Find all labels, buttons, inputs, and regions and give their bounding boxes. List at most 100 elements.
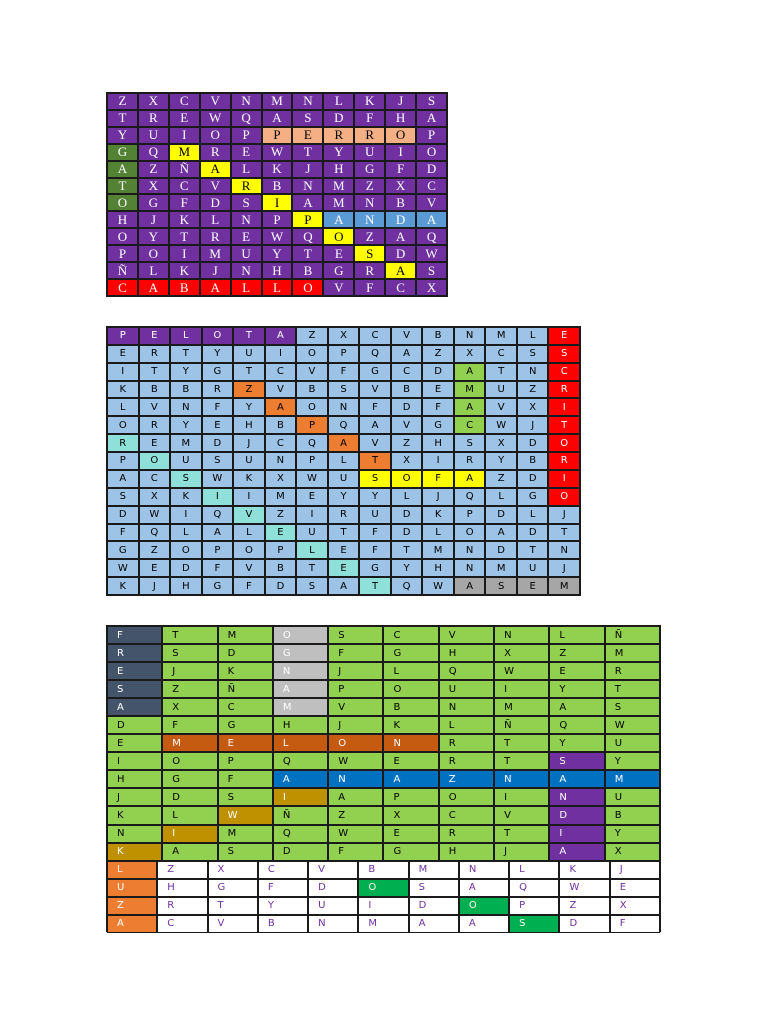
puzzle-3-cell: Z <box>162 680 218 699</box>
puzzle-3-cell: O <box>383 680 439 699</box>
puzzle-3-cell: R <box>604 662 660 681</box>
puzzle-3-cell: Q <box>272 824 329 843</box>
puzzle-3-cell: S <box>217 788 273 807</box>
puzzle-2-cell: E <box>516 577 549 595</box>
puzzle-1-cell: R <box>230 177 262 195</box>
puzzle-2-cell: T <box>485 362 517 381</box>
puzzle-3-cell: Q <box>549 716 605 735</box>
puzzle-2-cell: N <box>170 398 202 417</box>
puzzle-2-cell: A <box>264 398 297 417</box>
puzzle-3-cell: V <box>328 698 384 717</box>
puzzle-2-cell: S <box>359 469 391 488</box>
puzzle-3-cell: N <box>494 626 550 645</box>
puzzle-2-cell: R <box>453 452 486 470</box>
puzzle-2-cell: A <box>453 577 486 595</box>
puzzle-3-cell: R <box>157 896 208 915</box>
puzzle-3-cell: V <box>438 626 495 645</box>
puzzle-3-cell: Y <box>604 824 660 843</box>
puzzle-3-cell: S <box>549 752 605 771</box>
puzzle-1-cell: D <box>416 160 447 178</box>
puzzle-3-cell: P <box>509 896 560 915</box>
puzzle-1-cell: X <box>137 93 169 110</box>
puzzle-3-cell: R <box>438 752 495 771</box>
puzzle-2-cell: O <box>453 523 486 542</box>
puzzle-3-cell: A <box>458 878 510 897</box>
puzzle-3-cell: A <box>549 842 605 861</box>
puzzle-3-cell: O <box>438 788 495 807</box>
puzzle-3-cell: J <box>494 842 550 861</box>
puzzle-1-cell: K <box>168 262 200 280</box>
puzzle-2-cell: A <box>327 577 360 595</box>
puzzle-1-cell: R <box>323 126 355 144</box>
puzzle-1-cell: R <box>199 143 231 161</box>
puzzle-3-cell: X <box>383 806 439 825</box>
puzzle-1-cell: N <box>292 93 324 110</box>
puzzle-3-cell: W <box>217 806 273 825</box>
puzzle-2-cell: W <box>201 469 234 488</box>
puzzle-3-cell: D <box>408 896 459 915</box>
puzzle-1-cell: F <box>354 109 386 127</box>
puzzle-2-cell: Y <box>359 487 391 506</box>
puzzle-1-cell: D <box>199 194 231 212</box>
puzzle-1-cell: A <box>385 228 417 246</box>
puzzle-3-cell: N <box>272 662 329 681</box>
puzzle-3-cell: B <box>383 698 439 717</box>
puzzle-2-cell: O <box>296 344 328 363</box>
puzzle-2-cell: D <box>390 523 423 542</box>
puzzle-3-cell: D <box>559 914 610 933</box>
puzzle-2-cell: L <box>516 327 549 345</box>
puzzle-2-cell: U <box>170 452 202 470</box>
puzzle-3-cell: A <box>328 788 384 807</box>
puzzle-3-cell: B <box>358 860 409 879</box>
puzzle-2-cell: L <box>107 398 139 417</box>
puzzle-1-cell: C <box>168 93 200 110</box>
puzzle-1-cell: A <box>292 194 324 212</box>
puzzle-2-cell: L <box>422 523 454 542</box>
puzzle-3-cell: F <box>328 644 384 663</box>
puzzle-1-cell: X <box>385 177 417 195</box>
puzzle-3-cell: K <box>217 662 273 681</box>
puzzle-1-cell: H <box>107 211 138 229</box>
puzzle-3-cell: T <box>207 896 258 915</box>
puzzle-3-cell: A <box>272 770 329 789</box>
puzzle-3-cell: C <box>257 860 309 879</box>
puzzle-3-cell: Ñ <box>217 680 273 699</box>
puzzle-3-cell: J <box>328 716 384 735</box>
puzzle-2-cell: A <box>327 434 360 453</box>
puzzle-1-cell: P <box>292 211 324 229</box>
puzzle-2-cell: I <box>296 505 328 524</box>
puzzle-3-cell: A <box>408 914 459 933</box>
puzzle-2-cell: I <box>422 452 454 470</box>
puzzle-2-cell: S <box>327 380 360 399</box>
puzzle-1-cell: R <box>354 262 386 280</box>
puzzle-2-cell: D <box>485 505 517 524</box>
puzzle-3-cell: Ñ <box>494 716 550 735</box>
puzzle-2-cell: A <box>359 416 391 435</box>
puzzle-3-cell: Y <box>549 734 605 753</box>
puzzle-2-cell: D <box>170 559 202 578</box>
puzzle-1-cell: W <box>199 109 231 127</box>
puzzle-3-cell: F <box>609 914 660 933</box>
puzzle-1-cell: H <box>261 262 293 280</box>
puzzle-2-cell: U <box>233 344 265 363</box>
puzzle-2-cell: E <box>138 559 171 578</box>
puzzle-2-cell: E <box>264 523 297 542</box>
puzzle-2-cell: K <box>233 469 265 488</box>
puzzle-2-cell: R <box>327 505 360 524</box>
puzzle-2-cell: H <box>170 577 202 595</box>
puzzle-3-cell: M <box>604 770 660 789</box>
puzzle-3-cell: U <box>604 788 660 807</box>
puzzle-2-cell: Z <box>138 541 171 560</box>
puzzle-2-cell: L <box>390 487 423 506</box>
puzzle-2-cell: I <box>548 398 580 417</box>
puzzle-1-cell: A <box>261 109 293 127</box>
puzzle-2-cell: F <box>359 398 391 417</box>
puzzle-2-cell: O <box>390 469 423 488</box>
puzzle-3-cell: Y <box>257 896 309 915</box>
puzzle-3-cell: G <box>383 644 439 663</box>
puzzle-2-cell: M <box>548 577 580 595</box>
puzzle-3-cell: C <box>383 626 439 645</box>
